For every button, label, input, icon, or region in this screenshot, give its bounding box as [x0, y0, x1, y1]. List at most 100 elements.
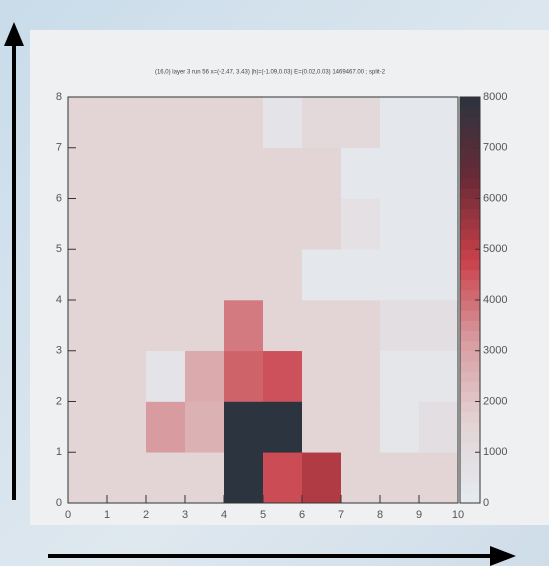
- colorbar-step: [460, 107, 480, 118]
- heatmap-cell: [341, 249, 381, 301]
- colorbar-step: [460, 269, 480, 281]
- heatmap-cell: [146, 97, 186, 149]
- heatmap-cell: [380, 350, 420, 402]
- x-tick-label: 3: [182, 509, 188, 521]
- colorbar-step: [460, 239, 480, 250]
- heatmap-cell: [302, 249, 342, 301]
- heatmap-cell: [380, 198, 420, 250]
- y-tick-label: 8: [56, 91, 62, 103]
- heatmap-cell: [263, 452, 303, 504]
- colorbar-step: [460, 391, 480, 402]
- heatmap-cell: [341, 401, 381, 453]
- x-tick-label: 6: [299, 509, 305, 521]
- heatmap-cell: [107, 350, 147, 402]
- heatmap-cell: [107, 147, 147, 199]
- heatmap-cell: [419, 147, 459, 199]
- heatmap-cell: [341, 452, 381, 504]
- colorbar-step: [460, 330, 480, 342]
- colorbar-step: [460, 178, 480, 189]
- x-tick-label: 0: [65, 509, 71, 521]
- heatmap-cell: [302, 350, 342, 402]
- colorbar-step: [460, 431, 480, 443]
- heatmap-cell: [185, 401, 225, 453]
- colorbar-step: [460, 340, 480, 352]
- heatmap-cell: [302, 97, 342, 149]
- heatmap-cell: [341, 300, 381, 352]
- y-tick-label: 5: [56, 243, 62, 255]
- heatmap-cell: [185, 350, 225, 402]
- x-tick-label: 8: [377, 509, 383, 521]
- heatmap-cell: [419, 300, 459, 352]
- y-tick-label: 2: [56, 395, 62, 407]
- heatmap-cell: [263, 147, 303, 199]
- heatmap-cell: [263, 350, 303, 402]
- colorbar-step: [460, 97, 480, 108]
- heatmap-cell: [68, 198, 108, 250]
- heatmap-cell: [107, 401, 147, 453]
- colorbar-step: [460, 188, 480, 199]
- y-tick-label: 6: [56, 192, 62, 204]
- x-tick-label: 1: [104, 509, 110, 521]
- heatmap-cell: [419, 198, 459, 250]
- heatmap-cell: [224, 452, 264, 504]
- heatmap-cell: [146, 401, 186, 453]
- heatmap-cell: [263, 97, 303, 149]
- colorbar-step: [460, 421, 480, 433]
- heatmap-cell: [341, 198, 381, 250]
- colorbar-step: [460, 249, 480, 260]
- colorbar-step: [460, 371, 480, 382]
- heatmap-cell: [380, 452, 420, 504]
- heatmap-cell: [302, 300, 342, 352]
- heatmap-cell: [263, 249, 303, 301]
- colorbar-tick-label: 0: [483, 497, 489, 509]
- heatmap-cell: [146, 350, 186, 402]
- colorbar-step: [460, 228, 480, 240]
- heatmap-cell: [419, 452, 459, 504]
- colorbar-step: [460, 117, 480, 128]
- colorbar-step: [460, 492, 480, 504]
- colorbar-tick-label: 7000: [483, 142, 507, 154]
- heatmap-cell: [224, 198, 264, 250]
- chart-title: (16,0) layer 3 run 56 x=(-2.47, 3.43) |h…: [155, 70, 386, 76]
- heatmap-cell: [380, 249, 420, 301]
- colorbar-step: [460, 462, 480, 474]
- x-tick-label: 10: [452, 509, 464, 521]
- heatmap-cell: [302, 198, 342, 250]
- heatmap-cell: [263, 401, 303, 453]
- heatmap-cell: [107, 249, 147, 301]
- colorbar-step: [460, 218, 480, 230]
- colorbar-labels: 0 1000 2000 3000 4000 5000 6000 7000 8000: [483, 91, 507, 509]
- colorbar-tick-label: 4000: [483, 294, 507, 306]
- colorbar-step: [460, 157, 480, 169]
- colorbar-tick-label: 2000: [483, 395, 507, 407]
- heatmap-cell: [302, 401, 342, 453]
- colorbar-step: [460, 350, 480, 362]
- heatmap-cell: [68, 350, 108, 402]
- heatmap-cell: [419, 97, 459, 149]
- colorbar-step: [460, 310, 480, 321]
- heatmap-cell: [107, 452, 147, 504]
- heatmap-cell: [302, 147, 342, 199]
- heatmap-cell: [146, 147, 186, 199]
- colorbar-step: [460, 289, 480, 301]
- heatmap-cell: [419, 350, 459, 402]
- colorbar-step: [460, 198, 480, 210]
- x-tick-label: 7: [338, 509, 344, 521]
- heatmap-cell: [419, 249, 459, 301]
- heatmap-cell: [68, 452, 108, 504]
- colorbar-step: [460, 279, 480, 291]
- heatmap-cell: [185, 97, 225, 149]
- heatmap-cell: [185, 147, 225, 199]
- heatmap-cell: [68, 147, 108, 199]
- arrow-head: [4, 22, 24, 46]
- colorbar-tick-label: 6000: [483, 192, 507, 204]
- heatmap-cell: [341, 350, 381, 402]
- colorbar-step: [460, 300, 480, 311]
- heatmap-cell: [419, 401, 459, 453]
- heatmap-cell: [224, 401, 264, 453]
- heatmap-cell: [224, 350, 264, 402]
- heatmap-cell: [146, 300, 186, 352]
- heatmap-cell: [146, 249, 186, 301]
- colorbar-step: [460, 320, 480, 331]
